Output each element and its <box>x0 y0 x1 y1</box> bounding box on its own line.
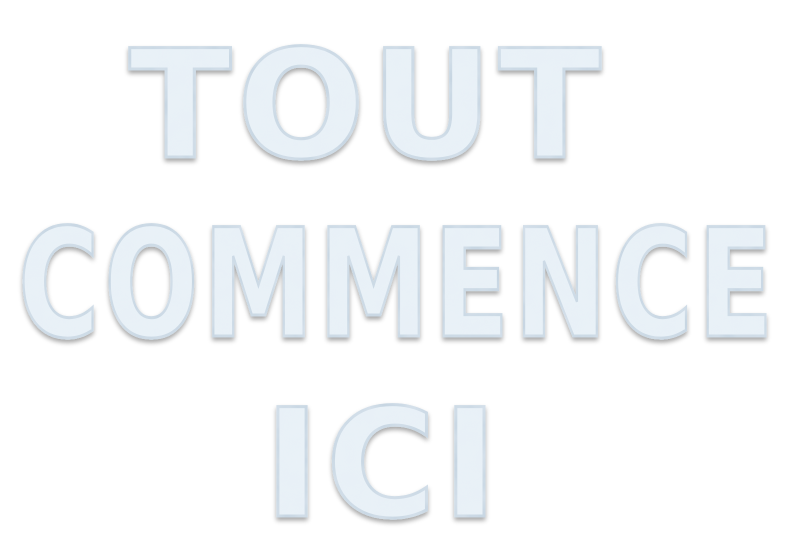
headline-line-2: COMMENCE <box>18 198 778 372</box>
headline-line-1: TOUT <box>129 19 607 193</box>
headline-line-3: ICI <box>264 378 504 550</box>
